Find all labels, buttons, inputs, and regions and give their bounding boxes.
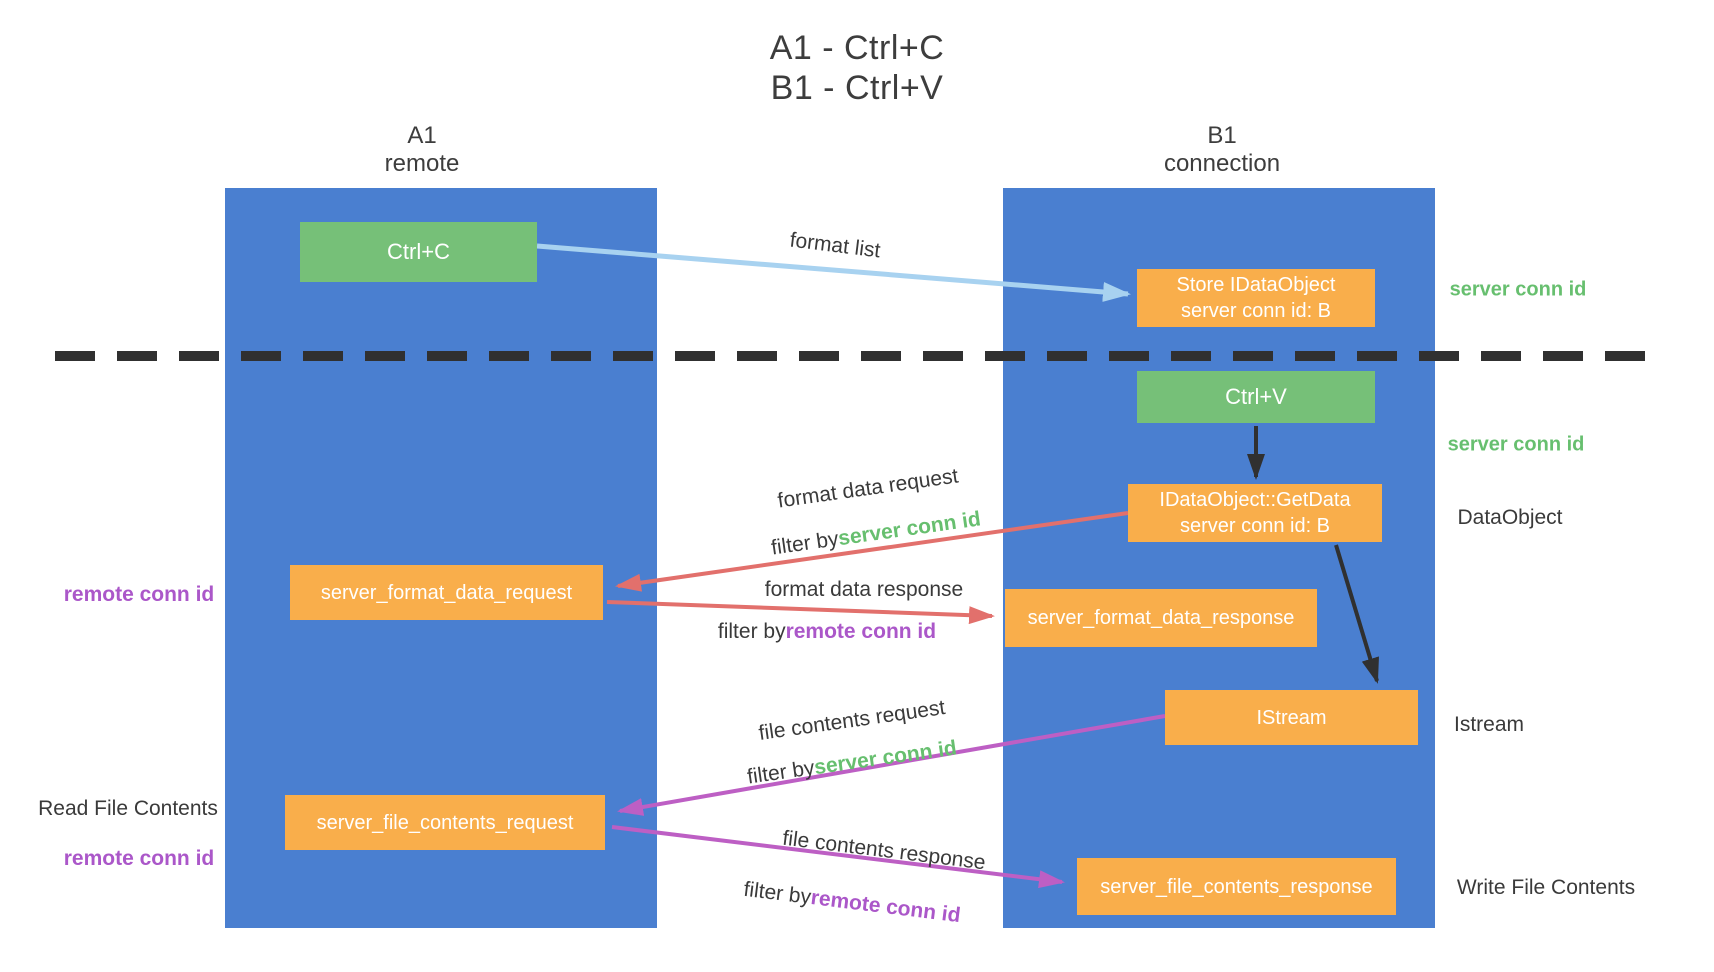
- node-server-format-data-response: server_format_data_response: [1005, 589, 1317, 647]
- idataobject-getdata-line-1: IDataObject::GetData: [1159, 489, 1351, 511]
- filter-by-remote-conn-id: remote conn id: [809, 886, 962, 928]
- node-server-format-data-request: server_format_data_request: [290, 565, 603, 620]
- node-server-format-data-request-label: server_format_data_request: [320, 581, 573, 604]
- side-label-remote-conn-id-bottom: remote conn id: [63, 847, 215, 870]
- node-ctrl-v-label: Ctrl+V: [1225, 384, 1287, 409]
- lane-b-header: B1 connection: [1164, 122, 1280, 178]
- lane-a-header: A1 remote: [385, 122, 460, 178]
- edge-label-file-contents-request: file contents request: [757, 696, 947, 745]
- phase-divider-dashed-line: [55, 351, 1660, 361]
- store-idataobject-line-2: server conn id: B: [1180, 300, 1332, 322]
- filter-by-server-conn-id: server conn id: [836, 507, 983, 551]
- node-server-file-contents-request: server_file_contents_request: [285, 795, 605, 850]
- edge-label-filter-by-remote-2: filter byremote conn id: [742, 877, 962, 928]
- edge-label-format-data-response: format data response: [764, 578, 964, 601]
- side-label-remote-conn-id-top: remote conn id: [63, 583, 215, 606]
- filter-by-prefix: filter by: [745, 756, 816, 789]
- node-ctrl-c: Ctrl+C: [300, 222, 537, 282]
- side-label-dataobject: DataObject: [1457, 506, 1563, 529]
- node-idataobject-getdata: IDataObject::GetData server conn id: B: [1128, 484, 1382, 542]
- filter-by-prefix: filter by: [769, 527, 840, 560]
- node-store-idataobject: Store IDataObject server conn id: B: [1137, 269, 1375, 327]
- filter-by-prefix: filter by: [742, 877, 813, 909]
- side-label-write-file-contents: Write File Contents: [1456, 876, 1636, 899]
- node-ctrl-v: Ctrl+V: [1137, 371, 1375, 423]
- lane-a-name: A1: [407, 122, 437, 149]
- edge-label-format-list: format list: [788, 228, 882, 263]
- node-server-file-contents-response-label: server_file_contents_response: [1100, 875, 1373, 898]
- filter-by-server-conn-id: server conn id: [812, 736, 959, 780]
- edge-label-filter-by-remote-1: filter byremote conn id: [718, 620, 936, 644]
- filter-by-prefix: filter by: [717, 620, 786, 643]
- store-idataobject-line-1: Store IDataObject: [1176, 274, 1336, 296]
- node-ctrl-c-label: Ctrl+C: [387, 239, 450, 264]
- title-line-1: A1 - Ctrl+C: [769, 29, 945, 67]
- edge-label-format-data-request: format data request: [776, 464, 960, 513]
- side-label-read-file-contents: Read File Contents: [38, 797, 218, 820]
- filter-by-remote-conn-id: remote conn id: [785, 620, 937, 643]
- node-server-file-contents-request-label: server_file_contents_request: [316, 811, 574, 834]
- lane-b-subtitle: connection: [1163, 150, 1281, 177]
- edge-label-file-contents-response: file contents response: [781, 826, 987, 875]
- lane-a-subtitle: remote: [384, 150, 460, 177]
- side-label-server-conn-id-top: server conn id: [1449, 278, 1587, 301]
- arrow-format-data-response: [606, 600, 995, 625]
- side-label-istream: Istream: [1453, 713, 1525, 736]
- edge-label-filter-by-server-2: filter byserver conn id: [746, 736, 959, 789]
- node-istream-label: IStream: [1256, 706, 1327, 729]
- title-line-2: B1 - Ctrl+V: [770, 69, 944, 107]
- diagram-title: A1 - Ctrl+C B1 - Ctrl+V: [0, 28, 1714, 108]
- node-server-format-data-response-label: server_format_data_response: [1027, 607, 1295, 629]
- edge-label-filter-by-server-1: filter byserver conn id: [770, 507, 983, 560]
- node-server-file-contents-response: server_file_contents_response: [1077, 858, 1396, 915]
- lane-b-name: B1: [1207, 122, 1237, 149]
- side-label-server-conn-id-mid: server conn id: [1447, 433, 1585, 456]
- idataobject-getdata-line-2: server conn id: B: [1179, 515, 1331, 537]
- node-istream: IStream: [1165, 690, 1418, 745]
